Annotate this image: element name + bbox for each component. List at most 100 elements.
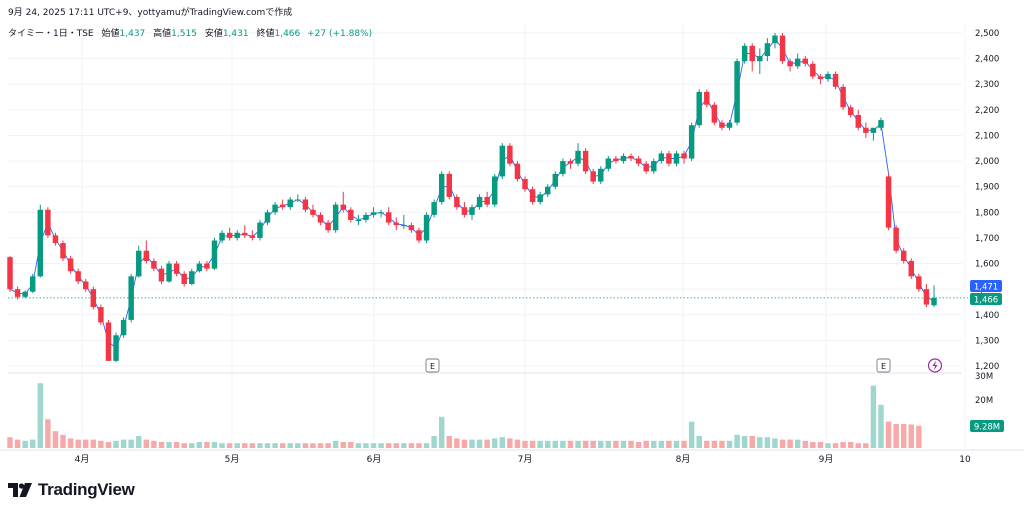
candle-body	[120, 319, 127, 336]
candle	[499, 143, 506, 180]
candle-body	[385, 212, 392, 223]
volume-bar	[257, 443, 263, 448]
time-axis[interactable]: 4月 5月 6月 7月 8月 9月 10	[75, 454, 971, 465]
candle	[855, 109, 861, 131]
candle	[794, 53, 801, 69]
candle	[893, 225, 899, 254]
candle	[681, 150, 687, 164]
candle-body	[393, 222, 399, 226]
candle	[295, 194, 301, 203]
time-tick-label: 10	[959, 455, 971, 465]
candle	[870, 127, 877, 141]
price-tick-label: 2,100	[975, 131, 999, 141]
volume-bar	[741, 436, 748, 448]
candle	[385, 207, 392, 226]
volume-bar	[173, 442, 180, 448]
time-tick-label: 6月	[367, 454, 382, 465]
candle-body	[446, 173, 453, 197]
candle-body	[151, 260, 157, 269]
candle	[461, 202, 468, 218]
volume-bar	[83, 439, 89, 448]
candle-body	[802, 58, 808, 64]
price-tick-label: 1,400	[975, 311, 999, 321]
candle-body	[719, 122, 725, 128]
candle-body	[620, 155, 627, 162]
candle	[590, 168, 596, 185]
candle-body	[757, 56, 763, 62]
volume-bar	[847, 442, 854, 448]
candle	[491, 173, 498, 208]
lightning-icon[interactable]	[927, 358, 943, 373]
volume-bar	[128, 439, 134, 448]
candle-body	[817, 76, 824, 80]
candle-body	[173, 263, 180, 274]
candle	[257, 219, 263, 241]
candle-body	[605, 158, 612, 169]
moving-average-line	[9, 38, 935, 349]
candle	[673, 150, 680, 167]
price-tick-label: 1,300	[975, 336, 999, 346]
earnings-marker[interactable]: E	[425, 358, 440, 373]
symbol-label[interactable]: タイミー・1日・TSE	[8, 29, 94, 39]
candle	[446, 171, 453, 200]
candle-body	[52, 235, 59, 244]
volume-bar	[605, 440, 612, 448]
candle-body	[469, 207, 475, 215]
candle-body	[590, 171, 596, 182]
candle	[7, 255, 13, 292]
price-badge-blue: 1,471	[970, 280, 1002, 293]
svg-text:1,466: 1,466	[974, 296, 998, 306]
candle-body	[60, 243, 66, 259]
volume-bar	[870, 385, 877, 448]
candle-body	[545, 186, 551, 195]
volume-bar	[491, 438, 498, 448]
candle	[582, 148, 589, 174]
candle	[847, 104, 854, 118]
price-tick-label: 2,200	[975, 106, 999, 116]
volume-bar	[719, 440, 725, 448]
candle-body	[272, 204, 278, 213]
volume-bar	[340, 442, 346, 448]
volume-bar	[401, 443, 407, 448]
volume-bar	[249, 443, 256, 448]
volume-bar	[310, 443, 316, 448]
candle	[900, 248, 907, 264]
candle-body	[370, 212, 377, 215]
candle-body	[772, 35, 778, 44]
candle	[416, 227, 422, 244]
volume-bar	[219, 443, 225, 448]
tradingview-logo[interactable]: TradingView	[8, 480, 135, 500]
candle	[537, 191, 543, 205]
volume-bar	[181, 443, 187, 448]
volume-bar	[916, 425, 922, 448]
candle	[878, 117, 884, 131]
candle	[438, 171, 445, 205]
candle-body	[832, 73, 839, 87]
candle	[832, 71, 839, 90]
volume-axis: 20M 30M	[975, 372, 993, 406]
volume-bar	[590, 440, 596, 448]
candle	[143, 240, 150, 264]
price-tick-label: 1,900	[975, 183, 999, 193]
volume-bar	[272, 443, 278, 448]
candle-body	[105, 322, 112, 361]
open-value: 1,437	[119, 29, 146, 39]
candle	[484, 191, 490, 208]
candle	[234, 230, 240, 241]
candle-body	[204, 263, 210, 269]
candle-body	[7, 257, 13, 290]
candle-body	[189, 271, 195, 285]
earnings-marker[interactable]: E	[876, 358, 891, 373]
volume-bar	[166, 442, 172, 448]
price-axis[interactable]: 1,2001,3001,4001,5001,6001,7001,8001,900…	[975, 29, 999, 372]
candle-body	[613, 158, 619, 162]
candle-body	[279, 204, 286, 208]
candle-body	[136, 250, 142, 277]
candle	[522, 176, 528, 192]
volume-bar	[582, 440, 589, 448]
volume-bar	[438, 416, 445, 448]
candle	[29, 273, 36, 293]
volume-bar	[189, 443, 195, 448]
volume-bar	[355, 443, 362, 448]
